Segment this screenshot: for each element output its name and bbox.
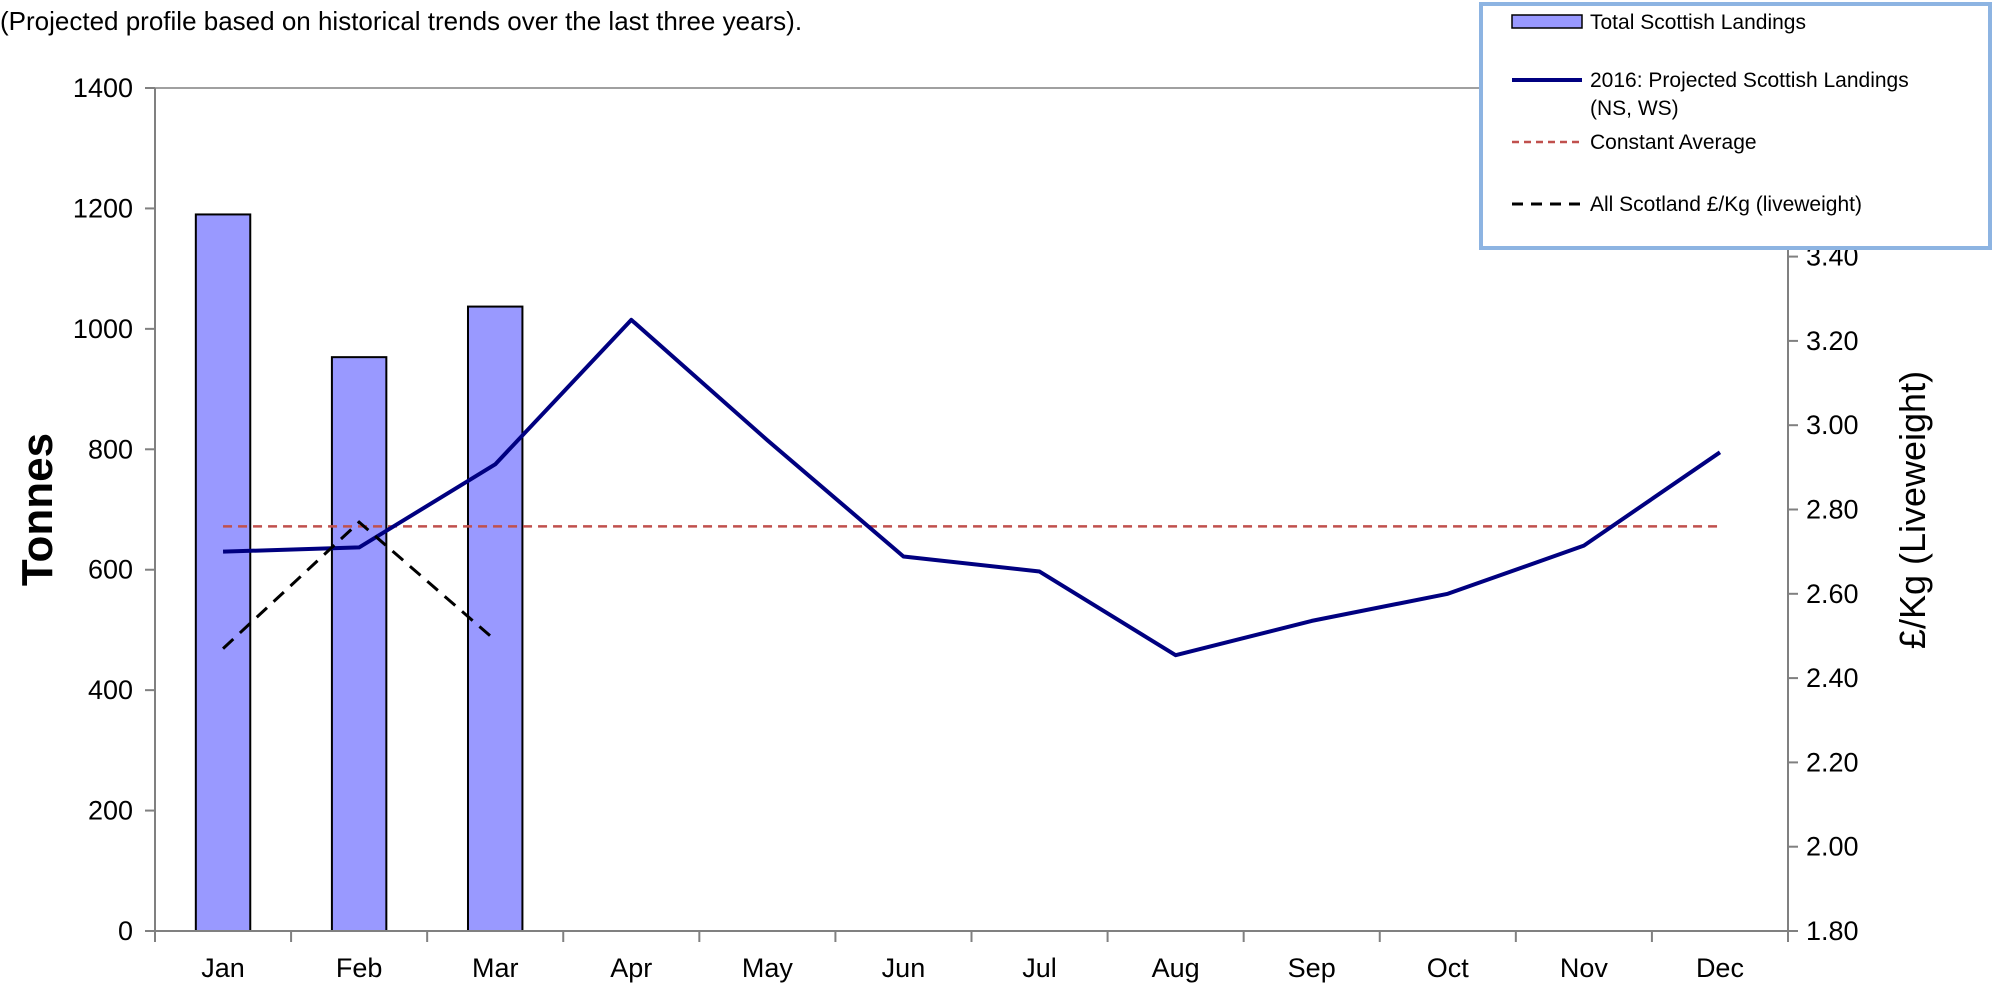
left-tick-label: 1000: [73, 314, 133, 344]
right-tick-label: 3.20: [1806, 326, 1859, 356]
projected-landings-line: [222, 317, 1722, 658]
right-tick-label: 3.00: [1806, 410, 1859, 440]
legend-label: Constant Average: [1590, 131, 1757, 154]
left-tick-label: 800: [88, 434, 133, 464]
bar-feb: [330, 356, 388, 933]
plot-area: [194, 213, 1722, 933]
right-tick-label: 2.20: [1806, 747, 1859, 777]
left-tick-label: 1400: [73, 73, 133, 103]
legend-label: All Scotland £/Kg (liveweight): [1590, 193, 1862, 216]
left-axis-title: Tonnes: [13, 433, 62, 586]
legend-label: (NS, WS): [1590, 97, 1679, 120]
right-tick-label: 2.60: [1806, 579, 1859, 609]
legend: Total Scottish Landings 2016: Projected S…: [1479, 2, 1992, 250]
right-axis-title: £/Kg (Liveweight): [1892, 371, 1933, 649]
bar-mar: [466, 305, 524, 932]
bar-jan: [194, 213, 252, 932]
legend-symbol-bar: [1511, 14, 1583, 29]
left-tick-label: 1200: [73, 193, 133, 223]
month-label-jul: Jul: [1022, 953, 1057, 983]
legend-box: [1479, 2, 1992, 250]
month-label-feb: Feb: [336, 953, 383, 983]
axes: 0 200 400 600 800 1000 1200 1400 1.80 2.00 2.20 2.4…: [13, 73, 1933, 983]
month-label-sep: Sep: [1288, 953, 1336, 983]
left-tick-label: 400: [88, 675, 133, 705]
month-label-nov: Nov: [1560, 953, 1609, 983]
month-label-mar: Mar: [472, 953, 519, 983]
month-label-jan: Jan: [201, 953, 245, 983]
month-label-dec: Dec: [1696, 953, 1744, 983]
left-tick-label: 600: [88, 555, 133, 585]
left-tick-label: 0: [118, 916, 133, 946]
right-tick-label: 2.80: [1806, 495, 1859, 525]
right-tick-label: 1.80: [1806, 916, 1859, 946]
left-tick-label: 200: [88, 796, 133, 826]
price-per-kg-line: [222, 520, 497, 650]
month-label-aug: Aug: [1152, 953, 1200, 983]
legend-label: Total Scottish Landings: [1590, 11, 1806, 34]
month-label-jun: Jun: [882, 953, 926, 983]
month-label-oct: Oct: [1427, 953, 1470, 983]
month-label-apr: Apr: [610, 953, 652, 983]
right-tick-label: 2.00: [1806, 832, 1859, 862]
legend-label: 2016: Projected Scottish Landings: [1590, 69, 1909, 92]
month-label-may: May: [742, 953, 794, 983]
chart-subtitle: (Projected profile based on historical t…: [0, 6, 803, 36]
right-tick-label: 2.40: [1806, 663, 1859, 693]
